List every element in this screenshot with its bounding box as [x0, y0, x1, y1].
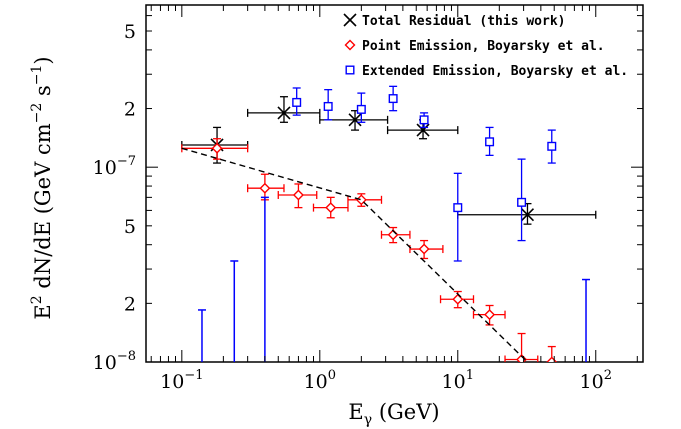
- y-axis-title-mid2: s: [31, 85, 55, 102]
- x-axis-title-rest: (GeV): [372, 400, 439, 424]
- y-axis-title-sup3: −1: [29, 65, 45, 86]
- y-tick-label-exp: −7: [117, 154, 136, 169]
- y-tick-label: 2: [124, 293, 136, 315]
- data-point-square: [345, 65, 355, 75]
- y-axis-title-end: ): [31, 56, 55, 64]
- x-tick-label-base: 10: [580, 371, 604, 393]
- series-4: [181, 147, 528, 362]
- x-tick-label-base: 10: [304, 371, 328, 393]
- data-point-x: [520, 208, 535, 222]
- x-axis-title: Eγ (GeV): [348, 400, 439, 428]
- plot-area: [181, 85, 597, 362]
- y-tick-label: 5: [124, 216, 136, 238]
- data-point-square: [517, 197, 527, 207]
- x-tick-label: 100: [304, 368, 336, 393]
- x-tick-label: 102: [580, 368, 612, 393]
- series-0: [181, 96, 597, 225]
- x-axis-title-sub: γ: [364, 412, 372, 428]
- data-point-square: [356, 104, 366, 114]
- data-point-square: [388, 94, 398, 104]
- series-2: [292, 85, 557, 262]
- legend-entry-label: Point Emission, Boyarsky et al.: [362, 39, 605, 54]
- data-point-square: [292, 97, 302, 107]
- legend: Total Residual (this work) Point Emission…: [343, 13, 628, 79]
- data-point-diamond: [484, 309, 496, 321]
- y-tick-label: 2: [124, 99, 136, 121]
- y-tick-label: 10−8: [93, 349, 136, 374]
- data-point-x: [277, 106, 291, 120]
- x-tick-label-exp: 1: [466, 368, 474, 383]
- x-tick-label-base: 10: [442, 371, 466, 393]
- data-point-x: [416, 123, 430, 137]
- data-point-x: [348, 113, 362, 127]
- y-tick-label-base: 10: [93, 352, 117, 374]
- plot-frame: [145, 4, 644, 363]
- x-tick-label-exp: −1: [184, 368, 203, 383]
- y-tick-label: 10−7: [93, 154, 136, 179]
- data-point-x: [343, 13, 357, 27]
- fit-line: [181, 147, 528, 362]
- data-point-diamond: [546, 356, 558, 362]
- data-point-diamond: [344, 39, 356, 51]
- legend-entry-label: Extended Emission, Boyarsky et al.: [362, 64, 628, 79]
- x-tick-label: 101: [442, 368, 474, 393]
- x-tick-label-exp: 2: [604, 368, 612, 383]
- x-tick-label-base: 10: [160, 371, 184, 393]
- x-axis-title-base: E: [348, 400, 363, 424]
- y-axis-title-mid: dN/dE (GeV cm: [31, 123, 55, 295]
- x-tick-label-exp: 0: [328, 368, 336, 383]
- y-axis-title-sup2: −2: [29, 103, 45, 124]
- data-point-square: [419, 115, 429, 125]
- y-axis-title: E2 dN/dE (GeV cm−2 s−1): [29, 56, 55, 319]
- data-point-diamond: [325, 202, 337, 214]
- data-point-square: [323, 101, 333, 111]
- y-tick-label-exp: −8: [117, 349, 136, 364]
- data-point-square: [453, 203, 463, 213]
- series-3: [197, 196, 591, 362]
- data-point-diamond: [292, 189, 304, 201]
- y-tick-label: 5: [124, 21, 136, 43]
- series-1: [181, 138, 558, 362]
- data-point-diamond: [259, 182, 271, 194]
- data-point-diamond: [211, 142, 223, 154]
- y-axis-title-pre: E: [31, 304, 55, 319]
- data-point-diamond: [418, 243, 430, 255]
- y-tick-label-base: 10: [93, 157, 117, 179]
- y-axis-title-sup1: 2: [29, 295, 45, 304]
- x-tick-label: 10−1: [160, 368, 203, 393]
- axis-ticks: [146, 5, 643, 363]
- data-point-square: [547, 141, 557, 151]
- data-point-square: [485, 137, 495, 147]
- legend-entry-label: Total Residual (this work): [362, 14, 566, 29]
